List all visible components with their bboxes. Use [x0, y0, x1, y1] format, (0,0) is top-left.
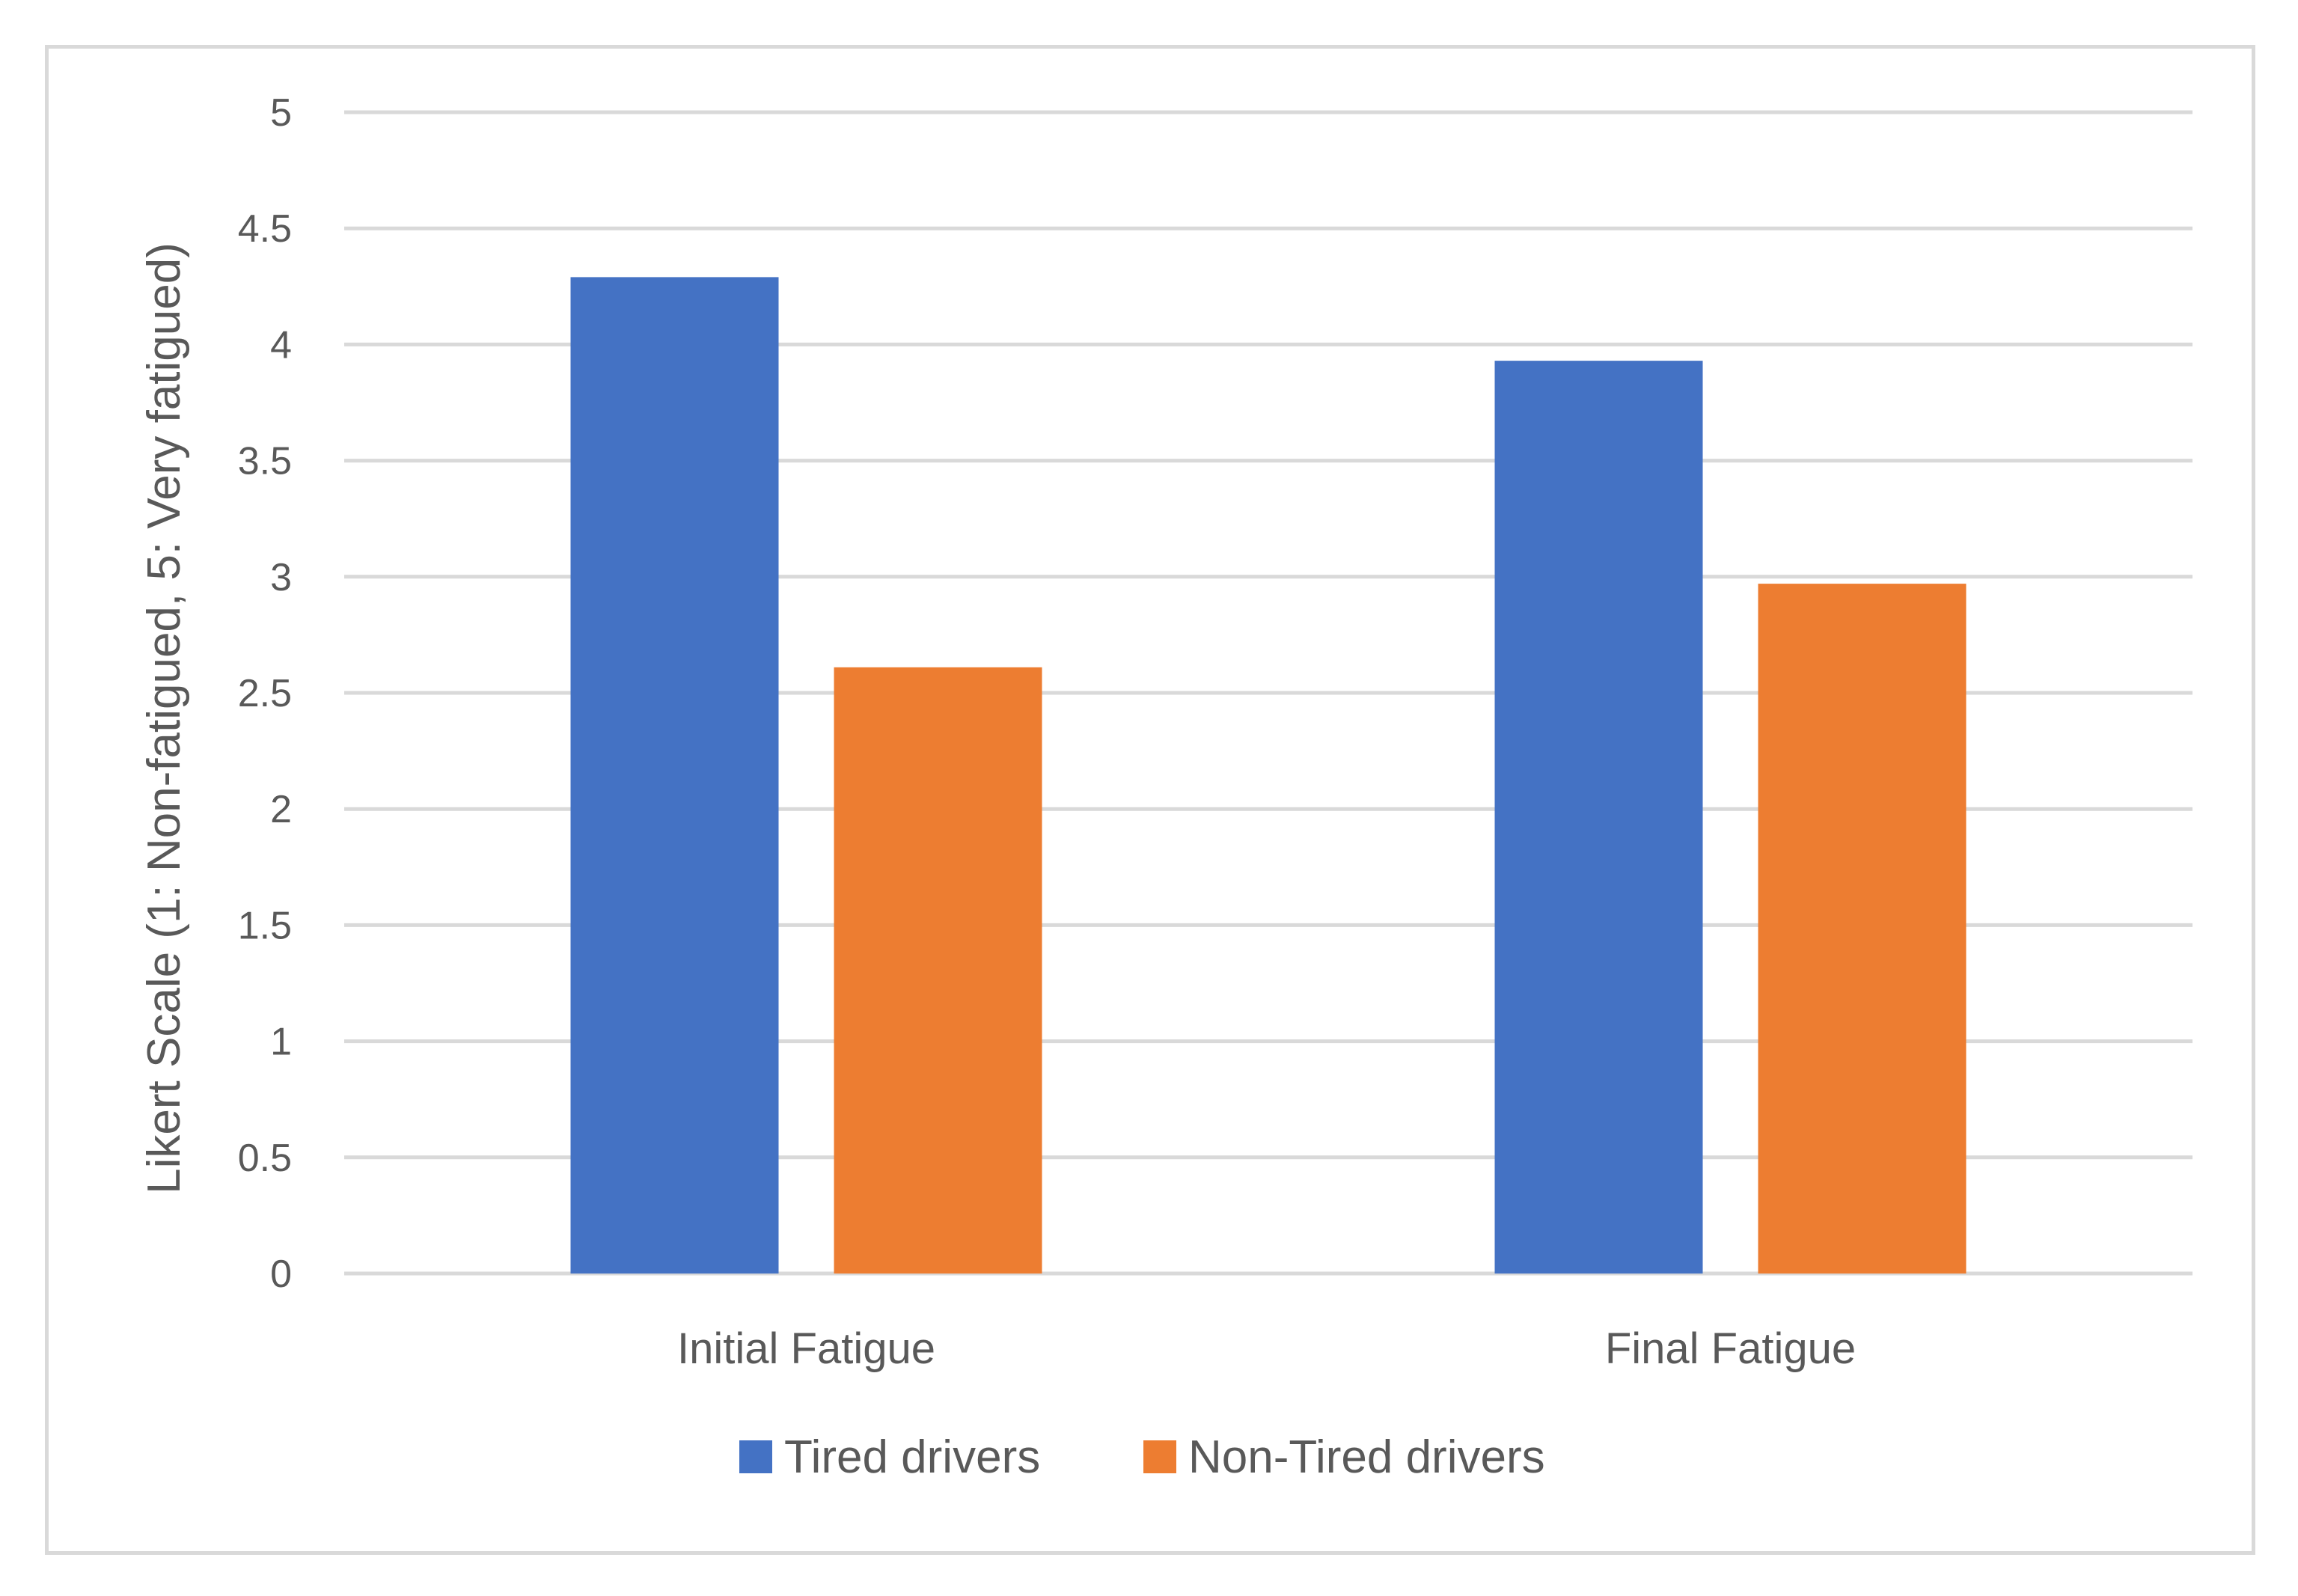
bar — [1758, 584, 1967, 1274]
x-category-label: Initial Fatigue — [677, 1324, 935, 1373]
x-axis-category-labels: Initial Fatigue Final Fatigue — [677, 1324, 1856, 1373]
y-tick-label: 3.5 — [238, 440, 292, 483]
legend: Tired drivers Non-Tired drivers — [739, 1431, 1545, 1483]
legend-label: Tired drivers — [784, 1431, 1040, 1483]
y-tick-label: 4.5 — [238, 207, 292, 251]
y-axis-title: Likert Scale (1: Non-fatigued, 5: Very f… — [138, 242, 190, 1194]
y-tick-label: 1.5 — [238, 904, 292, 947]
y-tick-label: 2 — [270, 788, 292, 831]
bars — [570, 277, 1967, 1274]
legend-label: Non-Tired drivers — [1188, 1431, 1545, 1483]
y-tick-label: 5 — [270, 91, 292, 135]
legend-swatch — [1143, 1440, 1176, 1473]
y-tick-label: 0 — [270, 1253, 292, 1296]
y-tick-label: 2.5 — [238, 672, 292, 715]
bar — [570, 277, 779, 1274]
legend-swatch — [739, 1440, 772, 1473]
y-tick-label: 4 — [270, 323, 292, 367]
bar — [834, 667, 1042, 1274]
y-axis-tick-labels: 0 0.5 1 1.5 2 2.5 3 3.5 4 4.5 5 — [238, 91, 292, 1296]
bar — [1494, 361, 1703, 1274]
y-tick-label: 3 — [270, 556, 292, 599]
y-tick-label: 0.5 — [238, 1137, 292, 1180]
x-category-label: Final Fatigue — [1605, 1324, 1856, 1373]
y-tick-label: 1 — [270, 1021, 292, 1064]
